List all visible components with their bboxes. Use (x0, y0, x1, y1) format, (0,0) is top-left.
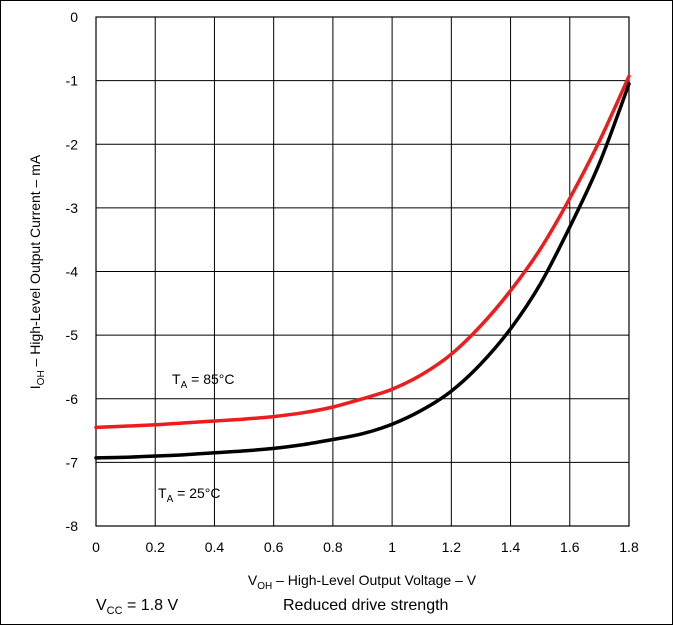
y-tick-label: -8 (66, 518, 79, 534)
x-tick-label: 0.2 (145, 539, 165, 555)
annotation-85c: TA = 85°C (172, 371, 234, 391)
plot-area (95, 16, 630, 527)
y-tick-label: -6 (66, 391, 79, 407)
y-axis-label: IOH – High-Level Output Current – mA (27, 154, 47, 389)
x-tick-label: 0 (92, 539, 100, 555)
vcc-condition: VCC = 1.8 V (96, 597, 179, 618)
series-group (94, 74, 631, 460)
y-tick-label: -7 (66, 454, 79, 470)
y-tick-label: -3 (66, 200, 79, 216)
series-line-25c (94, 82, 631, 460)
series-line-85c (94, 74, 631, 430)
y-tick-label: -5 (66, 327, 79, 343)
x-tick-labels: 0 0.2 0.4 0.6 0.8 1 1.2 1.4 1.6 1.8 (92, 539, 639, 555)
annotation-25c: TA = 25°C (158, 485, 220, 505)
x-tick-label: 1.6 (560, 539, 580, 555)
x-tick-label: 0.6 (264, 539, 284, 555)
x-tick-label: 1.2 (442, 539, 462, 555)
y-tick-label: -1 (66, 73, 79, 89)
x-tick-label: 1.4 (501, 539, 521, 555)
x-tick-label: 1 (388, 539, 396, 555)
drive-strength-note: Reduced drive strength (283, 597, 449, 614)
y-tick-label: -2 (66, 136, 79, 152)
x-axis-label: VOH – High-Level Output Voltage – V (248, 572, 477, 592)
y-tick-label: 0 (70, 9, 78, 25)
x-tick-label: 0.4 (205, 539, 225, 555)
x-tick-label: 0.8 (323, 539, 343, 555)
y-tick-label: -4 (66, 264, 79, 280)
y-tick-labels: 0 -1 -2 -3 -4 -5 -6 -7 -8 (66, 9, 79, 534)
x-tick-label: 1.8 (619, 539, 639, 555)
